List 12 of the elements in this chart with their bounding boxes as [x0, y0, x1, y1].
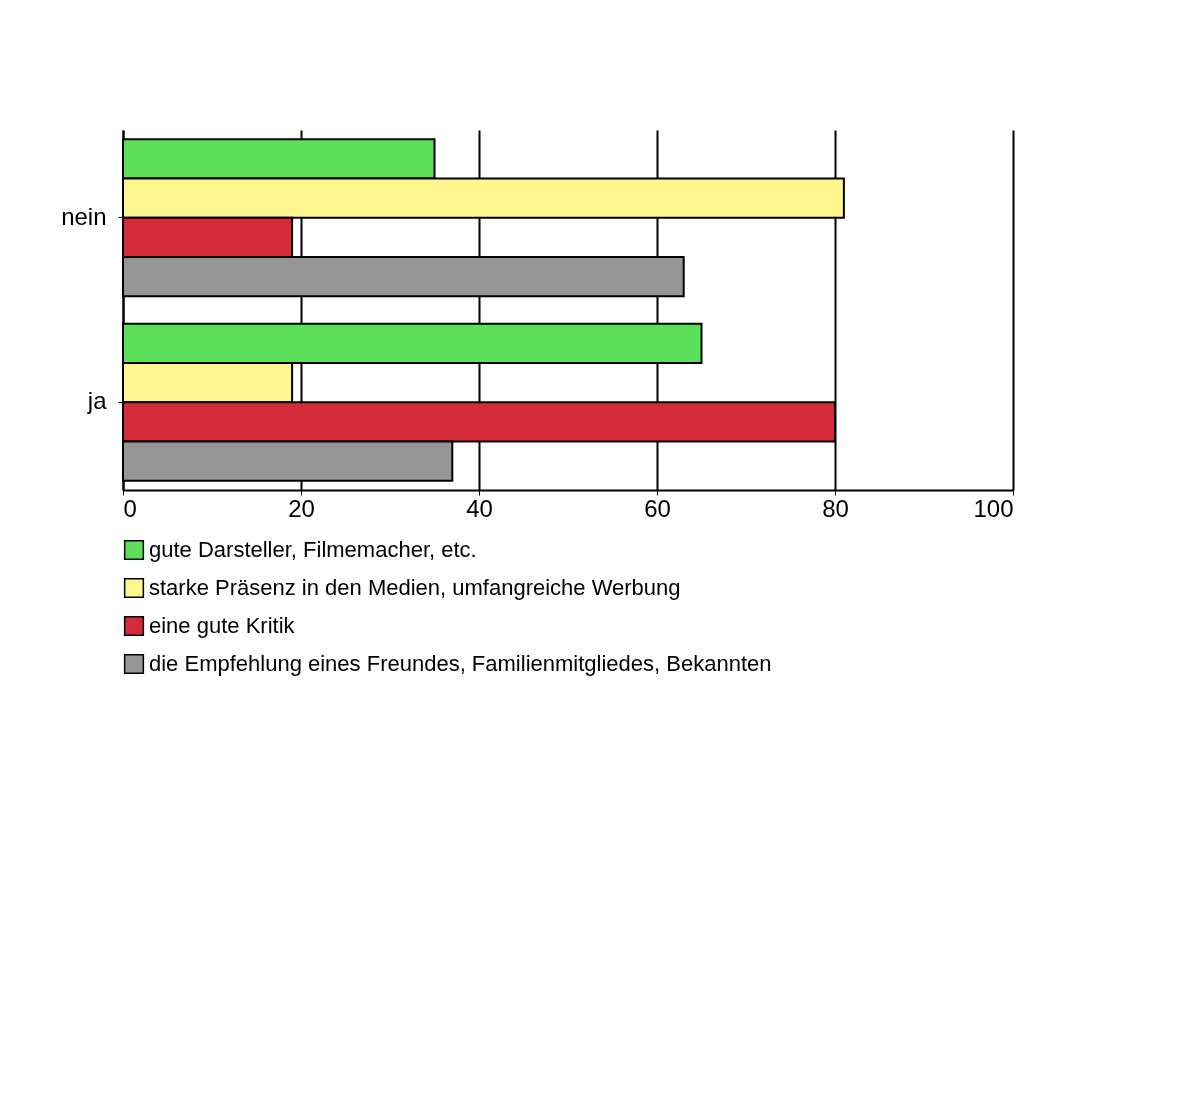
- x-tick-label: 100: [973, 494, 1014, 522]
- x-tick-label: 80: [822, 494, 849, 522]
- x-tick-label: 60: [644, 494, 671, 522]
- legend-label: eine gute Kritik: [149, 613, 296, 638]
- legend-label: starke Präsenz in den Medien, umfangreiche Werbung: [149, 575, 681, 600]
- x-tick-label: 20: [288, 494, 315, 522]
- y-tick-label: nein: [61, 202, 107, 230]
- legend-label: die Empfehlung eines Freundes, Familienmitgliedes, Bekannten: [149, 651, 772, 676]
- x-tick-label: 40: [466, 494, 493, 522]
- y-tick-label: ja: [86, 387, 108, 415]
- x-tick-label: 0: [123, 494, 137, 522]
- legend-label: gute Darsteller, Filmemacher, etc.: [149, 537, 477, 562]
